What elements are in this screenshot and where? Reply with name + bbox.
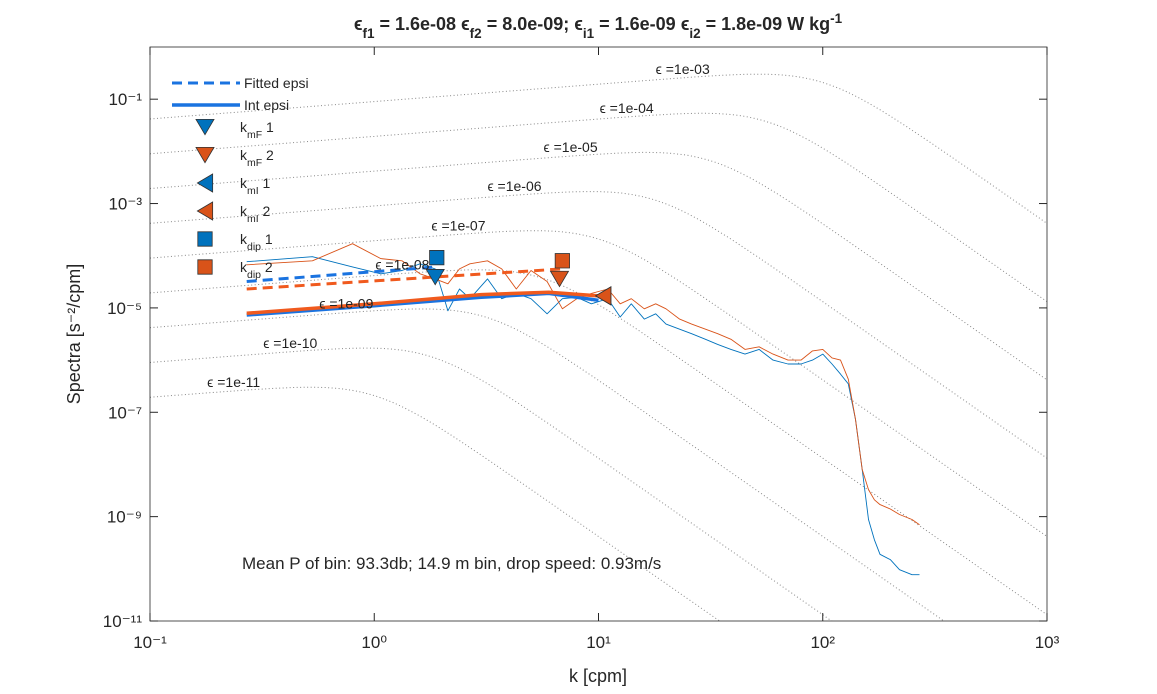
text-segment: 2 — [262, 147, 274, 163]
text-segment: i2 — [689, 26, 700, 41]
series-line — [246, 267, 563, 291]
text-segment: = 8.0e-09; ϵ — [482, 14, 583, 34]
text-segment: k — [240, 147, 248, 163]
text-segment: mF — [247, 129, 262, 141]
legend-label: Int epsi — [244, 97, 289, 113]
y-tick-label: 10⁻⁷ — [108, 403, 142, 422]
series-line — [246, 291, 599, 317]
text-segment: k — [240, 175, 248, 191]
series-line — [246, 290, 599, 316]
legend-label: kmI 1 — [240, 175, 271, 197]
y-tick-label: 10⁻¹¹ — [103, 612, 143, 631]
annotation: Mean P of bin: 93.3db; 14.9 m bin, drop … — [242, 554, 661, 573]
reference-curve — [150, 386, 721, 621]
legend-marker — [197, 259, 213, 275]
x-tick-label: 10¹ — [586, 633, 611, 652]
legend-marker — [197, 231, 213, 247]
y-tick-label: 10⁻⁹ — [107, 508, 142, 527]
reference-curves — [150, 73, 1047, 621]
reference-label: ϵ =1e-06 — [487, 178, 541, 194]
reference-label: ϵ =1e-08 — [375, 256, 429, 272]
reference-curve — [150, 191, 1047, 459]
text-segment: = 1.8e-09 W kg — [701, 14, 831, 34]
x-tick-label: 10³ — [1035, 633, 1060, 652]
legend-label: kmF 2 — [240, 147, 274, 169]
reference-curve — [150, 269, 1047, 616]
text-segment: 2 — [259, 203, 271, 219]
text-segment: -1 — [830, 11, 842, 26]
text-segment: f2 — [470, 26, 482, 41]
marker — [554, 253, 570, 269]
x-tick-label: 10⁻¹ — [133, 633, 167, 652]
text-segment: f1 — [362, 26, 374, 41]
reference-label: ϵ =1e-11 — [207, 374, 260, 390]
legend-label: kmI 2 — [240, 203, 271, 225]
text-segment: dip — [247, 241, 261, 253]
reference-label: ϵ =1e-07 — [431, 217, 485, 233]
reference-curve — [150, 112, 1047, 303]
text-segment: k — [240, 259, 248, 275]
marker — [425, 269, 445, 286]
reference-label: ϵ =1e-03 — [656, 61, 710, 77]
x-tick-label: 10⁰ — [361, 633, 387, 652]
text-segment: 2 — [261, 259, 273, 275]
legend-marker — [195, 146, 215, 164]
legend-label: kdip 2 — [240, 259, 273, 281]
series-line — [246, 243, 920, 526]
y-tick-label: 10⁻³ — [108, 195, 142, 214]
text-segment: dip — [247, 269, 261, 281]
marker — [594, 286, 612, 306]
legend-label: kdip 1 — [240, 231, 273, 253]
text-segment: 1 — [262, 119, 274, 135]
text-segment: i1 — [583, 26, 595, 41]
legend-label: kmF 1 — [240, 119, 274, 141]
marker — [549, 270, 570, 288]
legend-marker — [196, 201, 214, 221]
y-tick-label: 10⁻⁵ — [107, 299, 142, 318]
text-segment: mI — [247, 213, 259, 225]
reference-label: ϵ =1e-10 — [263, 335, 317, 351]
plot-area — [150, 47, 1047, 621]
reference-label: ϵ =1e-05 — [544, 139, 598, 155]
chart-title: ϵf1 = 1.6e-08 ϵf2 = 8.0e-09; ϵi1 = 1.6e-… — [354, 11, 843, 41]
legend-marker — [195, 118, 215, 136]
data-layer — [246, 243, 920, 576]
reference-label: ϵ =1e-04 — [600, 100, 654, 116]
legend-marker — [196, 173, 214, 193]
text-segment: 1 — [261, 231, 273, 247]
text-segment: k — [240, 119, 248, 135]
reference-label: ϵ =1e-09 — [319, 296, 373, 312]
legend-label: Fitted epsi — [244, 75, 309, 91]
y-tick-label: 10⁻¹ — [108, 90, 142, 109]
text-segment: mF — [247, 157, 262, 169]
y-axis-label: Spectra [s⁻²/cpm] — [64, 264, 84, 405]
x-axis-label: k [cpm] — [569, 666, 627, 686]
x-tick-label: 10² — [810, 633, 835, 652]
text-segment: k — [240, 203, 248, 219]
text-segment: = 1.6e-08 ϵ — [374, 14, 469, 34]
text-segment: mI — [247, 185, 259, 197]
text-segment: = 1.6e-09 ϵ — [594, 14, 689, 34]
text-segment: ϵ — [354, 14, 363, 34]
text-segment: k — [240, 231, 248, 247]
text-segment: 1 — [259, 175, 271, 191]
marker — [429, 250, 445, 266]
